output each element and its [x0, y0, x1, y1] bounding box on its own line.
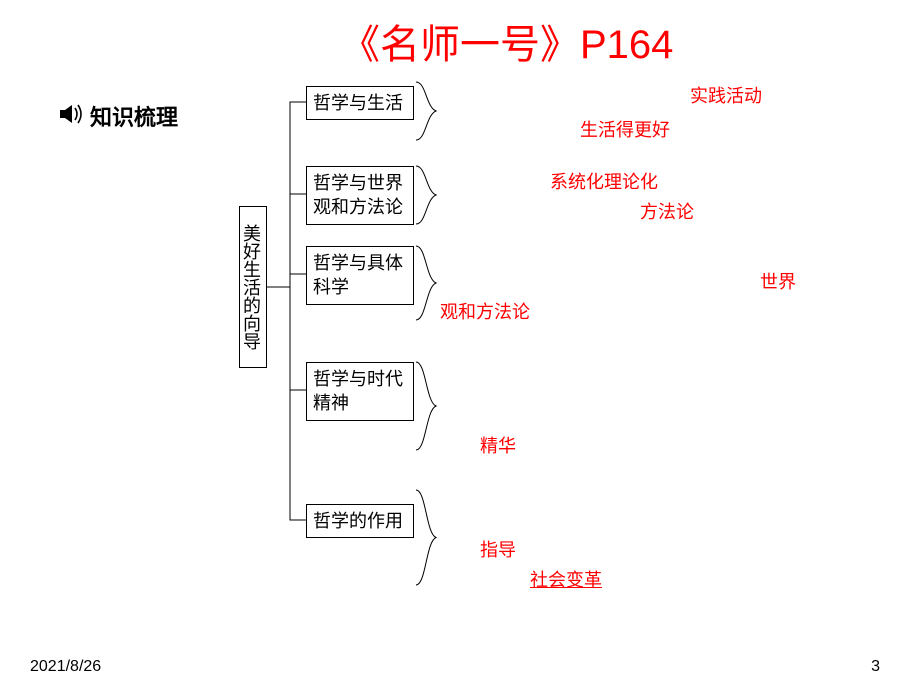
annotation-text: 观和方法论 [440, 298, 530, 324]
annotation-text: 系统化理论化 [550, 168, 658, 194]
page-title: 《名师一号》P164 [340, 12, 673, 70]
annotation-text: 生活得更好 [580, 116, 670, 142]
annotation-text: 精华 [480, 432, 516, 458]
section-header: 知识梳理 [58, 100, 178, 132]
footer-page-number: 3 [871, 658, 880, 676]
branch-node: 哲学与生活 [306, 86, 414, 120]
annotation-text: 方法论 [640, 198, 694, 224]
annotation-text: 世界 [760, 268, 796, 294]
branch-node: 哲学与时代精神 [306, 362, 414, 421]
annotation-text: 指导 [480, 536, 516, 562]
branch-node: 哲学与世界观和方法论 [306, 166, 414, 225]
branch-node: 哲学的作用 [306, 504, 414, 538]
branch-node: 哲学与具体科学 [306, 246, 414, 305]
root-node: 美好生活的向导 [239, 206, 267, 368]
annotation-text: 社会变革 [530, 566, 602, 592]
sound-icon [58, 103, 90, 130]
annotation-text: 实践活动 [690, 82, 762, 108]
footer-date: 2021/8/26 [30, 658, 101, 676]
section-label: 知识梳理 [90, 100, 178, 132]
